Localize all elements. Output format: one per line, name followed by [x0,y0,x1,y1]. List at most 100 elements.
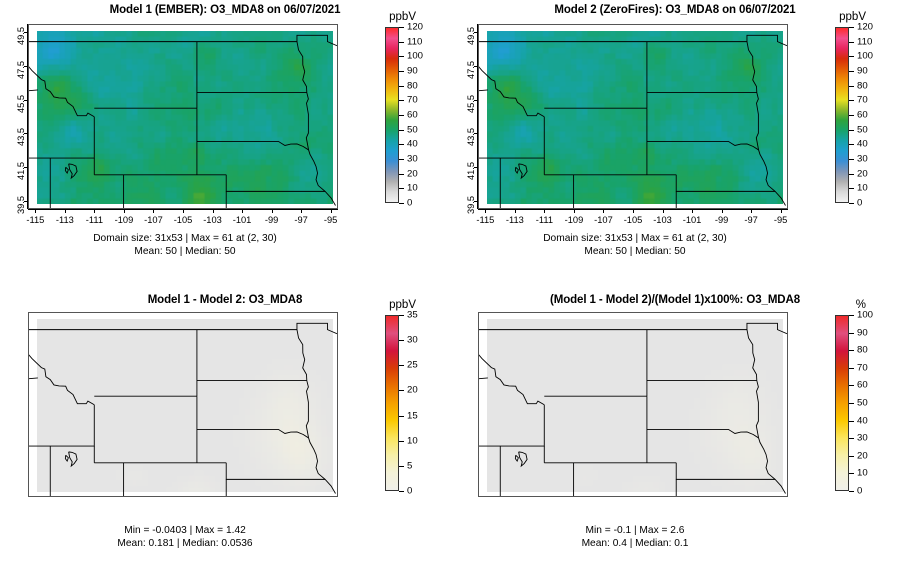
colorbar-tick-label: 60 [407,109,418,121]
colorbar-tick-label: 0 [407,197,413,209]
colorbar-tick-label: 35 [407,309,418,321]
x-tick-label: -97 [744,215,758,225]
state-boundary-line [519,164,527,178]
colorbar-tick-label: 60 [857,379,868,391]
state-boundary-line [747,42,757,93]
colorbar-tick-label: 20 [407,384,418,396]
colorbar-unit-label: ppbV [839,11,866,23]
state-boundary-line [297,42,307,93]
y-tick-label: 39.5 [16,195,26,214]
state-boundary-line [479,323,787,333]
state-boundary-line [29,346,94,405]
x-tick-label: -101 [682,215,702,225]
colorbar-unit-label: ppbV [389,11,416,23]
y-tick-label: 45.5 [466,94,476,113]
map-plot-area [478,24,788,209]
state-boundary-line [747,330,757,381]
panel-caption-stats: Domain size: 31x53 | Max = 61 at (2, 30)… [470,233,800,258]
state-boundary-line [759,438,786,494]
y-tick-label: 45.5 [16,94,26,113]
x-axis-longitude: -115 -113 -111 -109 -107 -105 -103 -101 -99 -97 -9… [476,209,788,231]
colorbar-tick-label: 80 [857,344,868,356]
map-plot-area [478,312,788,497]
x-tick-label: -107 [594,215,613,225]
panel-model-2: Model 2 (ZeroFires): O3_MDA8 on 06/07/20… [450,0,900,289]
colorbar-gradient [835,315,849,491]
colorbar-tick-label: 30 [857,432,868,444]
panel-caption-stats: Domain size: 31x53 | Max = 61 at (2, 30)… [20,233,350,258]
state-boundary-line [479,346,544,405]
colorbar-tick-label: 25 [407,359,418,371]
colorbar-gradient [835,27,849,203]
y-axis-latitude: 49.5 47.5 45.5 43.5 41.5 39.5 [456,24,478,214]
colorbar-tick-label: 40 [857,138,868,150]
panel-difference-absolute: Model 1 - Model 2: O3_MDA8 ppbV 35 30 25 20… [0,290,450,579]
x-axis-longitude: -115 -113 -111 -109 -107 -105 -103 -101 -99 -97 -9… [26,209,338,231]
colorbar-tick-label: 20 [407,168,418,180]
caption-line-2: Mean: 50 | Median: 50 [134,245,236,257]
state-boundary-line [479,90,488,91]
colorbar-tick-label: 15 [407,410,418,422]
x-tick-label: -99 [264,215,279,225]
x-tick-label: -113 [55,215,74,225]
colorbar-tick-label: 70 [407,94,418,106]
state-boundary-line [309,150,336,206]
y-tick-label: 41.5 [16,161,26,181]
colorbar-tick-label: 50 [407,124,418,136]
x-tick-label: -95 [773,215,788,225]
colorbar-tick-label: 20 [857,450,868,462]
colorbar-tick-label: 10 [857,467,868,479]
colorbar-tick-label: 0 [857,485,863,497]
colorbar-tick-label: 30 [857,153,868,165]
y-axis-latitude: 49.5 47.5 45.5 43.5 41.5 39.5 [6,24,28,214]
state-boundary-line [29,117,94,158]
state-boundary-line [29,378,38,379]
colorbar-tick-label: 100 [407,50,424,62]
state-boundary-line [306,381,308,438]
state-boundary-line [69,164,77,178]
state-boundary-line [65,455,68,461]
y-tick-label: 49.5 [466,27,476,46]
state-boundary-line [479,35,787,45]
state-boundary-line [65,167,68,173]
state-boundary-line [297,330,307,381]
colorbar-tick-label: 30 [407,153,418,165]
state-boundary-line [756,93,758,150]
colorbar-tick-labels: 120 110 100 90 80 70 60 50 40 30 20 10 0 [399,22,449,209]
state-boundary-line [756,381,758,438]
panel-caption-stats: Min = -0.1 | Max = 2.6 Mean: 0.4 | Median… [470,525,800,550]
state-boundary-line [306,93,308,150]
state-boundary-line [515,167,518,173]
state-boundary-line [29,405,94,446]
state-boundary-line [29,323,337,333]
colorbar-tick-label: 110 [407,36,423,48]
state-boundary-line [479,58,544,117]
colorbar-tick-label: 20 [857,168,868,180]
y-tick-label: 47.5 [466,60,476,80]
caption-line-2: Mean: 50 | Median: 50 [584,245,686,257]
caption-line-1: Domain size: 31x53 | Max = 61 at (2, 30) [543,233,727,244]
colorbar-gradient [385,27,399,203]
colorbar-tick-label: 80 [857,80,868,92]
x-tick-label: -113 [505,215,524,225]
state-boundaries-overlay [479,25,787,208]
x-tick-label: -107 [144,215,163,225]
colorbar-tick-label: 90 [407,65,418,77]
state-boundaries-overlay [29,313,337,496]
x-tick-label: -111 [535,215,554,225]
state-boundary-line [647,141,759,150]
state-boundary-line [309,438,336,494]
state-boundary-line [515,455,518,461]
state-boundary-line [676,463,775,480]
colorbar-tick-label: 90 [857,65,868,77]
colorbar-unit-label: ppbV [389,299,416,311]
x-tick-label: -111 [85,215,104,225]
colorbar-tick-label: 80 [407,80,418,92]
x-tick-label: -95 [323,215,338,225]
colorbar-tick-label: 0 [857,197,863,209]
y-tick-label: 49.5 [16,27,26,46]
x-tick-label: -97 [294,215,308,225]
state-boundary-line [69,452,77,466]
caption-line-1: Min = -0.1 | Max = 2.6 [585,525,685,536]
